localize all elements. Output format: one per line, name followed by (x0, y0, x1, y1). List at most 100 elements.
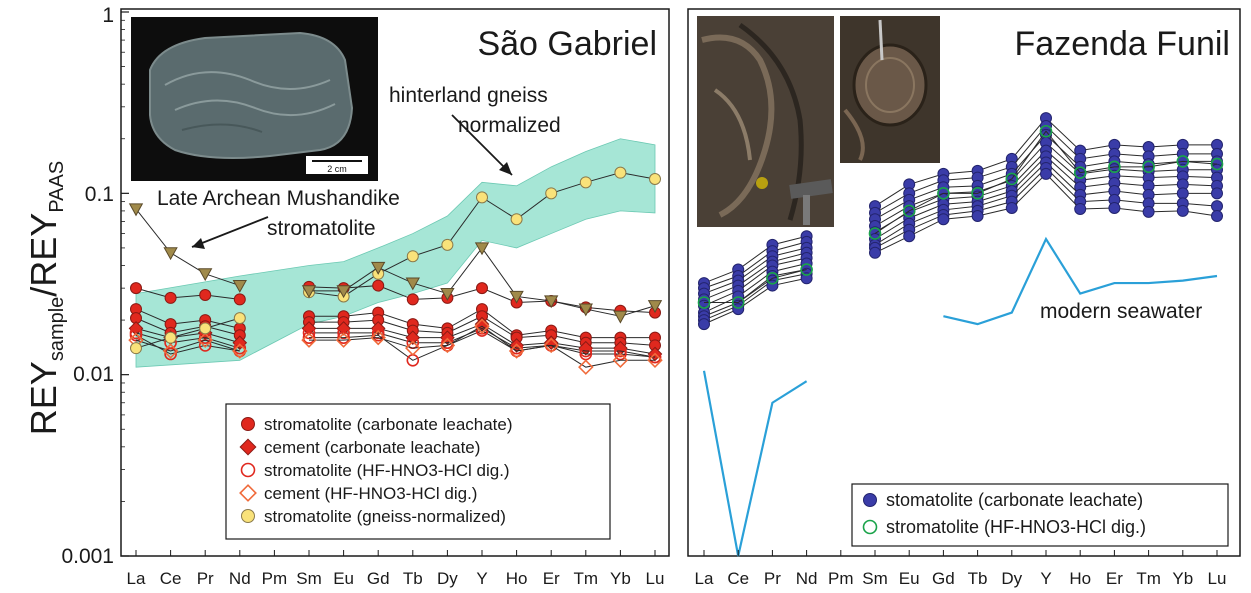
y-tick-label-0.1: 0.1 (85, 183, 114, 206)
series-line (703, 235, 807, 284)
outcrop-photo-2 (840, 16, 940, 163)
series-line (703, 263, 807, 314)
outcrop-photo-1 (697, 16, 834, 227)
data-point-Yb (1176, 187, 1189, 200)
data-point-Er (544, 295, 559, 309)
y-tick-label-0.01: 0.01 (73, 363, 114, 386)
data-point-Ce (164, 291, 177, 304)
legend-label: cement (carbonate leachate) (264, 438, 480, 457)
series-line (703, 269, 807, 317)
legend-label: stromatolite (gneiss-normalized) (264, 507, 506, 526)
series-9 (128, 203, 663, 324)
legend-box-2 (851, 483, 1229, 547)
data-point-Y (476, 282, 488, 295)
annotation-gneiss-line1: hinterland gneiss (389, 84, 548, 107)
data-point-Er (1108, 202, 1121, 215)
data-point-Ho (510, 213, 523, 226)
gneiss-envelope-band (135, 138, 656, 368)
series-line (703, 247, 807, 295)
data-point-Eu (903, 230, 916, 243)
legend-marker-diamond (239, 438, 257, 456)
series-line (135, 317, 240, 349)
legend-label: stomatolite (carbonate leachate) (886, 490, 1143, 510)
data-point-Gd (370, 329, 386, 346)
data-point-La (128, 203, 144, 217)
data-point-Nd (233, 312, 246, 325)
x-tick-label-Lu: Lu (1208, 569, 1227, 588)
data-point-Tb (406, 250, 419, 263)
annotation-mushandike-line2: stromatolite (267, 217, 376, 240)
data-point-Gd (937, 187, 950, 200)
annotation-mushandike-arrow (191, 216, 269, 248)
y-tick-labels: 0.001 0.01 0.1 1 (61, 4, 114, 568)
data-point-Lu (1211, 209, 1223, 222)
data-point-Eu (336, 321, 351, 336)
y-axis-title-sep: /REY (23, 213, 64, 297)
panel-fazenda-funil: La Ce Pr Nd Pm Sm Eu Gd Tb Dy Y Ho Er Tm Yb Lu Fazenda … (687, 8, 1241, 588)
data-point-La (130, 342, 142, 355)
data-point-Pr (199, 289, 212, 302)
series-8 (130, 166, 661, 355)
data-point-Tm (578, 359, 594, 375)
series-line (703, 241, 807, 289)
data-point-Lu (649, 172, 661, 185)
x-tick-label-Dy: Dy (437, 569, 458, 588)
series-line (135, 308, 240, 329)
seawater-line (943, 236, 1218, 326)
photo-scale-label: 2 cm (327, 164, 347, 174)
series-line (703, 273, 807, 321)
svg-text:REYsample/REYPAAS: REYsample/REYPAAS (23, 161, 68, 435)
data-point-Lu (647, 300, 663, 314)
legend-marker-circle (863, 493, 877, 507)
x-tick-label-Lu: Lu (646, 569, 665, 588)
y-tick-label-0.001: 0.001 (61, 545, 114, 568)
data-point-Dy (439, 337, 456, 354)
data-point-Yb (1176, 155, 1190, 168)
legend-marker-circle (241, 509, 255, 523)
legend-label: stromatolite (HF-HNO3-HCl dig.) (264, 461, 510, 480)
x-tick-label-Yb: Yb (610, 569, 631, 588)
x-tick-label-Pr: Pr (197, 569, 214, 588)
x-tick-label-Y: Y (1040, 569, 1051, 588)
x-tick-label-Dy: Dy (1001, 569, 1022, 588)
data-point-Ho (508, 343, 525, 359)
panel-title-2: Fazenda Funil (1015, 25, 1230, 63)
data-point-Tb (406, 293, 419, 306)
series-line (135, 339, 240, 352)
data-point-Y (476, 191, 488, 204)
seawater-line (702, 370, 808, 557)
legend-item: cement (HF-HNO3-HCl dig.) (239, 484, 477, 503)
series-line (135, 327, 240, 344)
legend-marker-circle (862, 519, 878, 535)
x-tick-label-Tb: Tb (403, 569, 423, 588)
data-point-La (698, 318, 710, 331)
data-point-Pr (199, 322, 212, 335)
data-point-Eu (337, 331, 350, 344)
data-point-Y (474, 318, 490, 334)
data-point-La (130, 282, 142, 295)
data-point-Er (545, 187, 558, 200)
data-point-Sm (868, 227, 882, 240)
series-line (309, 325, 655, 368)
series-line (135, 287, 240, 300)
legend-label: cement (HF-HNO3-HCl dig.) (264, 484, 477, 503)
x-tick-label-Pm: Pm (828, 569, 854, 588)
y-axis-title: REYsample/REYPAAS (23, 161, 68, 435)
x-tick-label-Ho: Ho (1069, 569, 1091, 588)
data-point-Gd (937, 213, 950, 226)
data-point-Yb (612, 352, 629, 369)
data-point-Tm (1142, 205, 1155, 218)
data-point-Ce (732, 303, 745, 316)
x-tick-label-Nd: Nd (229, 569, 251, 588)
legend-2: stomatolite (carbonate leachate) stromato… (851, 483, 1229, 547)
series-line (135, 334, 240, 355)
annotation-gneiss-line2: normalized (458, 114, 561, 137)
data-point-Sm (869, 246, 881, 259)
x-tick-label-Tb: Tb (968, 569, 988, 588)
data-point-Ho (1073, 166, 1087, 179)
legend-item: cement (carbonate leachate) (239, 438, 480, 457)
data-point-Tb (971, 209, 984, 222)
panel-sao-gabriel: La Ce Pr Nd Pm Sm Eu Gd Tb Dy Y Ho Er Tm Yb Lu São Gabr… (120, 8, 670, 588)
series-line (703, 252, 807, 300)
data-point-Gd (371, 261, 386, 275)
